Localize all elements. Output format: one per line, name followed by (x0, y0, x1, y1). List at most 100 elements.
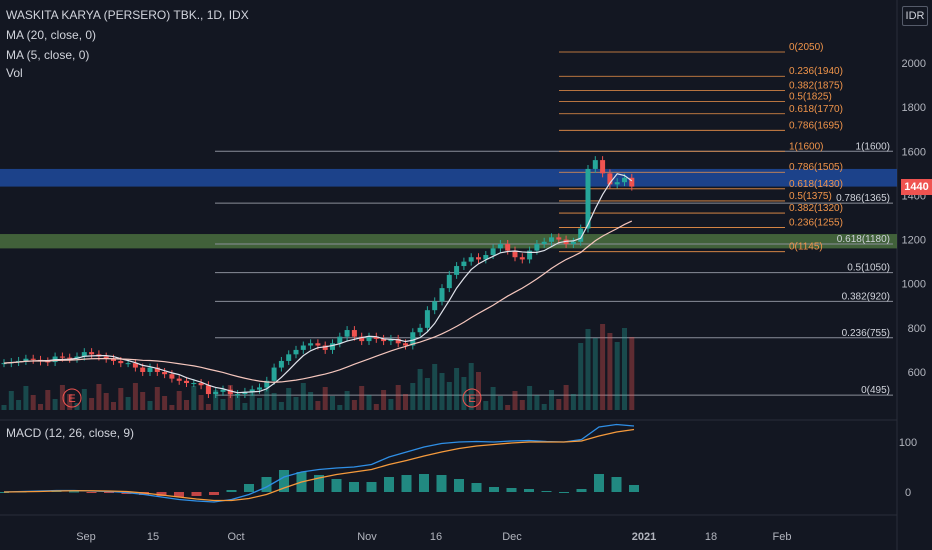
macd-legend[interactable]: MACD (12, 26, close, 9) (6, 426, 135, 440)
price-tick-label: 600 (908, 367, 926, 379)
support-zone (0, 234, 897, 249)
candle-body (162, 371, 168, 375)
candle-body (424, 310, 430, 328)
earnings-marker (462, 388, 482, 408)
ma5-legend[interactable]: MA (5, close, 0) (6, 48, 90, 62)
volume-bar (490, 387, 496, 410)
fib-right-label: 0.5(1825) (789, 92, 832, 103)
volume-bar (505, 405, 511, 410)
candle-body (497, 243, 503, 249)
volume-bar (417, 369, 423, 410)
volume-bar (111, 402, 116, 410)
macd-histogram-bar (244, 484, 254, 492)
macd-tick-label: 100 (899, 437, 917, 449)
ma5-line (3, 173, 633, 394)
candle-body (351, 330, 357, 337)
candle-body (198, 383, 204, 386)
candle-body (512, 250, 518, 258)
currency-badge[interactable]: IDR (902, 6, 928, 26)
macd-tick-label: 0 (905, 487, 911, 499)
volume-bar (308, 392, 314, 410)
volume-bar (570, 394, 576, 410)
macd-histogram-bar (331, 479, 342, 492)
candle-body (410, 332, 416, 346)
candle-body (519, 257, 525, 260)
volume-bar (1, 405, 7, 410)
volume-bar (592, 338, 598, 410)
volume-bar (23, 386, 29, 410)
candle-body (1, 363, 7, 365)
candle-body (213, 391, 219, 395)
candle-body (417, 327, 423, 333)
volume-bar (600, 324, 606, 410)
candle-body (446, 274, 452, 289)
volume-bar (439, 373, 445, 410)
volume-bar (424, 378, 430, 410)
macd-histogram-bar (279, 470, 289, 492)
volume-bar (213, 390, 219, 410)
candle-body (30, 358, 36, 360)
price-tick-label: 2000 (902, 58, 926, 70)
macd-histogram-bar (86, 492, 97, 493)
candle-body (607, 173, 613, 185)
macd-histogram-bar (104, 492, 114, 493)
candle-body (490, 248, 496, 256)
volume-bar (541, 404, 547, 410)
volume-bar (162, 396, 168, 410)
volume-bar (89, 398, 95, 410)
candle-body (344, 330, 350, 337)
volume-bar (614, 342, 620, 410)
volume-bar (264, 384, 270, 410)
volume-bar (278, 402, 284, 410)
volume-bar (74, 403, 80, 410)
candle-body (541, 241, 547, 244)
macd-histogram-bar (349, 482, 359, 492)
price-tick-label: 800 (908, 323, 926, 335)
candle-body (330, 343, 335, 350)
fib-right-label: 0.382(1320) (789, 203, 843, 214)
volume-bar (132, 383, 138, 410)
candle-body (249, 389, 255, 392)
fib-right-label: 0.236(1255) (789, 217, 843, 228)
time-tick-label: 2021 (632, 531, 656, 543)
macd-histogram-bar (541, 491, 552, 492)
volume-bar (351, 400, 357, 410)
fib-left-label: 0.236(755) (842, 328, 890, 339)
macd-histogram-bar (261, 477, 272, 492)
candle-body (505, 243, 511, 251)
candle-body (59, 356, 65, 358)
macd-histogram-bar (489, 487, 499, 492)
candle-body (468, 257, 474, 262)
candle-body (242, 391, 248, 395)
candle-body (337, 336, 343, 344)
volume-legend[interactable]: Vol (6, 66, 23, 80)
volume-bar (96, 384, 102, 410)
macd-histogram-bar (226, 490, 237, 492)
fib-left-label: 0(495) (861, 385, 890, 396)
candle-body (534, 243, 540, 251)
macd-histogram-bar (524, 489, 534, 492)
volume-bar (242, 403, 248, 410)
volume-bar (497, 396, 503, 410)
price-tick-label: 1800 (902, 102, 926, 114)
volume-bar (607, 333, 613, 410)
volume-bar (366, 395, 372, 410)
candle-body (140, 367, 146, 372)
candle-body (395, 338, 401, 344)
volume-bar (337, 405, 343, 410)
volume-bar (395, 385, 401, 410)
candle-body (476, 257, 481, 260)
volume-bar (191, 386, 197, 410)
earnings-marker-label: E (468, 393, 475, 405)
volume-bar (446, 382, 452, 410)
candle-body (308, 343, 314, 346)
price-tick-label: 1200 (902, 235, 926, 247)
candle-body (147, 367, 153, 372)
ma20-legend[interactable]: MA (20, close, 0) (6, 28, 97, 42)
volume-bar (476, 372, 481, 410)
macd-histogram-bar (366, 482, 377, 492)
volume-bar (45, 390, 51, 410)
volume-bar (315, 401, 321, 410)
macd-histogram-bar (384, 477, 394, 492)
